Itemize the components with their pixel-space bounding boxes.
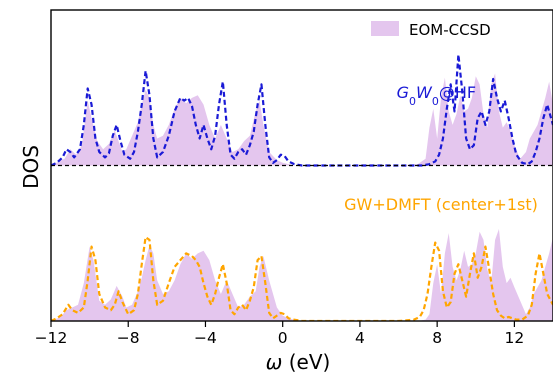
- legend-swatch-eom-ccsd: [371, 21, 399, 36]
- x-axis-label: ω (eV): [266, 350, 331, 374]
- x-tick-label: −8: [117, 329, 140, 347]
- area-eom-ccsd-lower: [51, 229, 553, 321]
- line-g0w0-hf-upper: [51, 53, 553, 167]
- area-eom-ccsd-upper: [51, 73, 553, 166]
- x-tick-label: 8: [432, 329, 442, 347]
- x-tick-label: 12: [505, 329, 525, 347]
- plot-frame: [50, 9, 553, 322]
- legend-label-eom-ccsd: EOM-CCSD: [409, 21, 491, 39]
- x-tick-label: −4: [194, 329, 217, 347]
- line-gw-dmft-center-1st-lower: [51, 236, 553, 321]
- annotation-g0w0-hf: G0W0@HF: [397, 83, 476, 108]
- x-tick-label: 0: [278, 329, 288, 347]
- legend: EOM-CCSD: [371, 21, 491, 39]
- x-tick-label: −12: [35, 329, 68, 347]
- y-axis-label: DOS: [19, 145, 43, 189]
- x-ticks: −12 −8 −4 0 4 8 12: [35, 321, 525, 347]
- x-tick-label: 4: [355, 329, 365, 347]
- plot-area: [51, 53, 553, 321]
- annotation-gw-dmft: GW+DMFT (center+1st): [344, 195, 538, 214]
